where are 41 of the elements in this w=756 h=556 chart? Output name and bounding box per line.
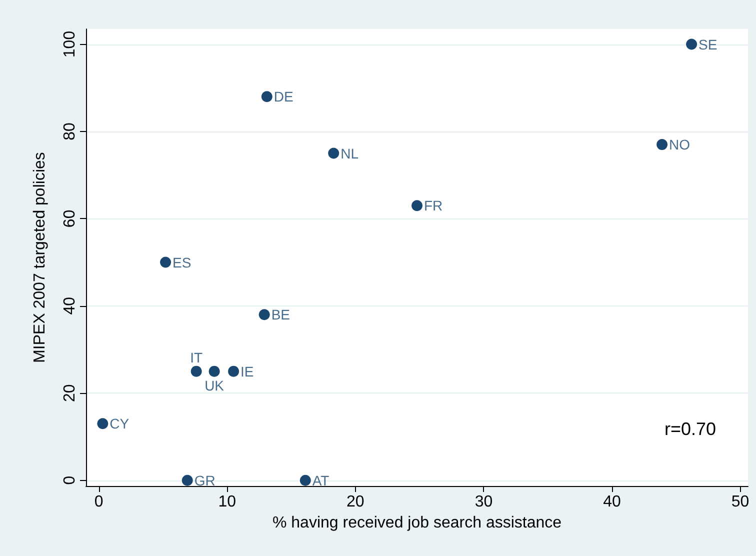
point	[97, 418, 108, 430]
x-tick-label: 50	[731, 494, 750, 510]
y-tick-label: 100	[62, 30, 78, 58]
point	[190, 366, 202, 377]
point	[208, 366, 220, 377]
point	[412, 200, 422, 212]
x-tick-label: 40	[603, 494, 622, 510]
x-tick-label: 30	[474, 494, 493, 510]
annotation: GR	[194, 472, 216, 488]
annotation: ES	[172, 254, 192, 270]
annotation: IT	[190, 349, 203, 366]
annotation: CY	[110, 416, 130, 432]
point	[160, 256, 172, 268]
point	[686, 38, 698, 50]
point	[300, 474, 311, 486]
annotation: FR	[424, 198, 443, 214]
point	[258, 309, 270, 320]
annotation: AT	[312, 472, 330, 488]
annotation: NL	[340, 145, 359, 162]
y-tick-label: 40	[62, 296, 78, 315]
point	[328, 148, 340, 159]
annotation: NO	[669, 136, 690, 153]
annotation: SE	[698, 36, 718, 52]
annotation: UK	[204, 377, 225, 394]
point	[182, 474, 193, 486]
y-tick-label: 60	[62, 210, 78, 228]
x-tick-label: 10	[218, 494, 236, 510]
annotation: r=0.70	[664, 419, 716, 439]
y-tick-label: 0	[62, 476, 78, 485]
annotation: BE	[271, 306, 290, 323]
point	[228, 366, 240, 377]
y-tick-label: 20	[62, 384, 78, 402]
point	[656, 139, 668, 150]
x-axis-title: % having received job search assistance	[272, 514, 562, 532]
y-axis-title: MIPEX 2007 targeted policies	[32, 152, 48, 363]
y-tick-label: 80	[62, 122, 78, 140]
annotation: IE	[240, 363, 254, 380]
point	[261, 91, 272, 102]
x-tick-label: 20	[346, 494, 364, 510]
annotation: DE	[274, 88, 294, 105]
x-tick-label: 0	[94, 494, 104, 510]
